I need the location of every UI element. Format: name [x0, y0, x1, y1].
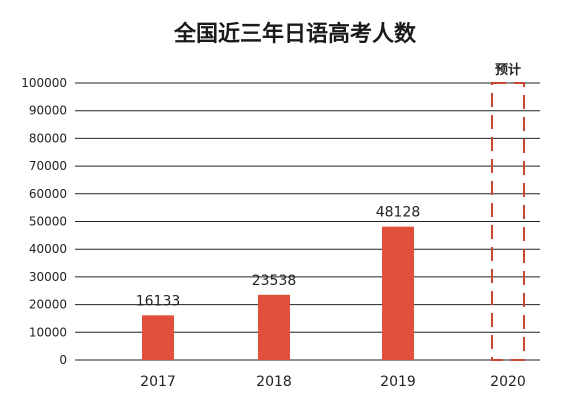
x-axis-tick-labels: 2017 2018 2019 2020: [140, 374, 526, 390]
y-tick-label: 100000: [21, 76, 67, 90]
forecast-placeholder: 预计: [491, 62, 525, 361]
bars: [142, 226, 414, 360]
x-tick-label: 2020: [490, 374, 526, 390]
x-tick-label: 2018: [256, 374, 292, 390]
data-label: 16133: [136, 293, 181, 309]
y-tick-label: 50000: [29, 215, 67, 229]
y-tick-label: 0: [59, 353, 67, 367]
y-tick-label: 60000: [29, 187, 67, 201]
x-tick-label: 2017: [140, 374, 176, 390]
chart-title: 全国近三年日语高考人数: [173, 21, 417, 47]
bar: [142, 315, 174, 360]
data-label: 48128: [376, 205, 421, 221]
y-tick-label: 40000: [29, 242, 67, 256]
data-labels: 16133 23538 48128: [136, 205, 421, 310]
data-label: 23538: [252, 273, 297, 289]
y-tick-label: 20000: [29, 298, 67, 312]
x-tick-label: 2019: [380, 374, 416, 390]
forecast-label: 预计: [495, 62, 521, 78]
y-tick-label: 10000: [29, 325, 67, 339]
y-tick-label: 90000: [29, 104, 67, 118]
y-axis-tick-labels: 0 10000 20000 30000 40000 50000 60000 70000 8000…: [21, 76, 67, 367]
y-tick-label: 30000: [29, 270, 67, 284]
y-tick-label: 70000: [29, 159, 67, 173]
bar: [382, 226, 414, 360]
y-tick-label: 80000: [29, 131, 67, 145]
bar: [258, 294, 290, 360]
